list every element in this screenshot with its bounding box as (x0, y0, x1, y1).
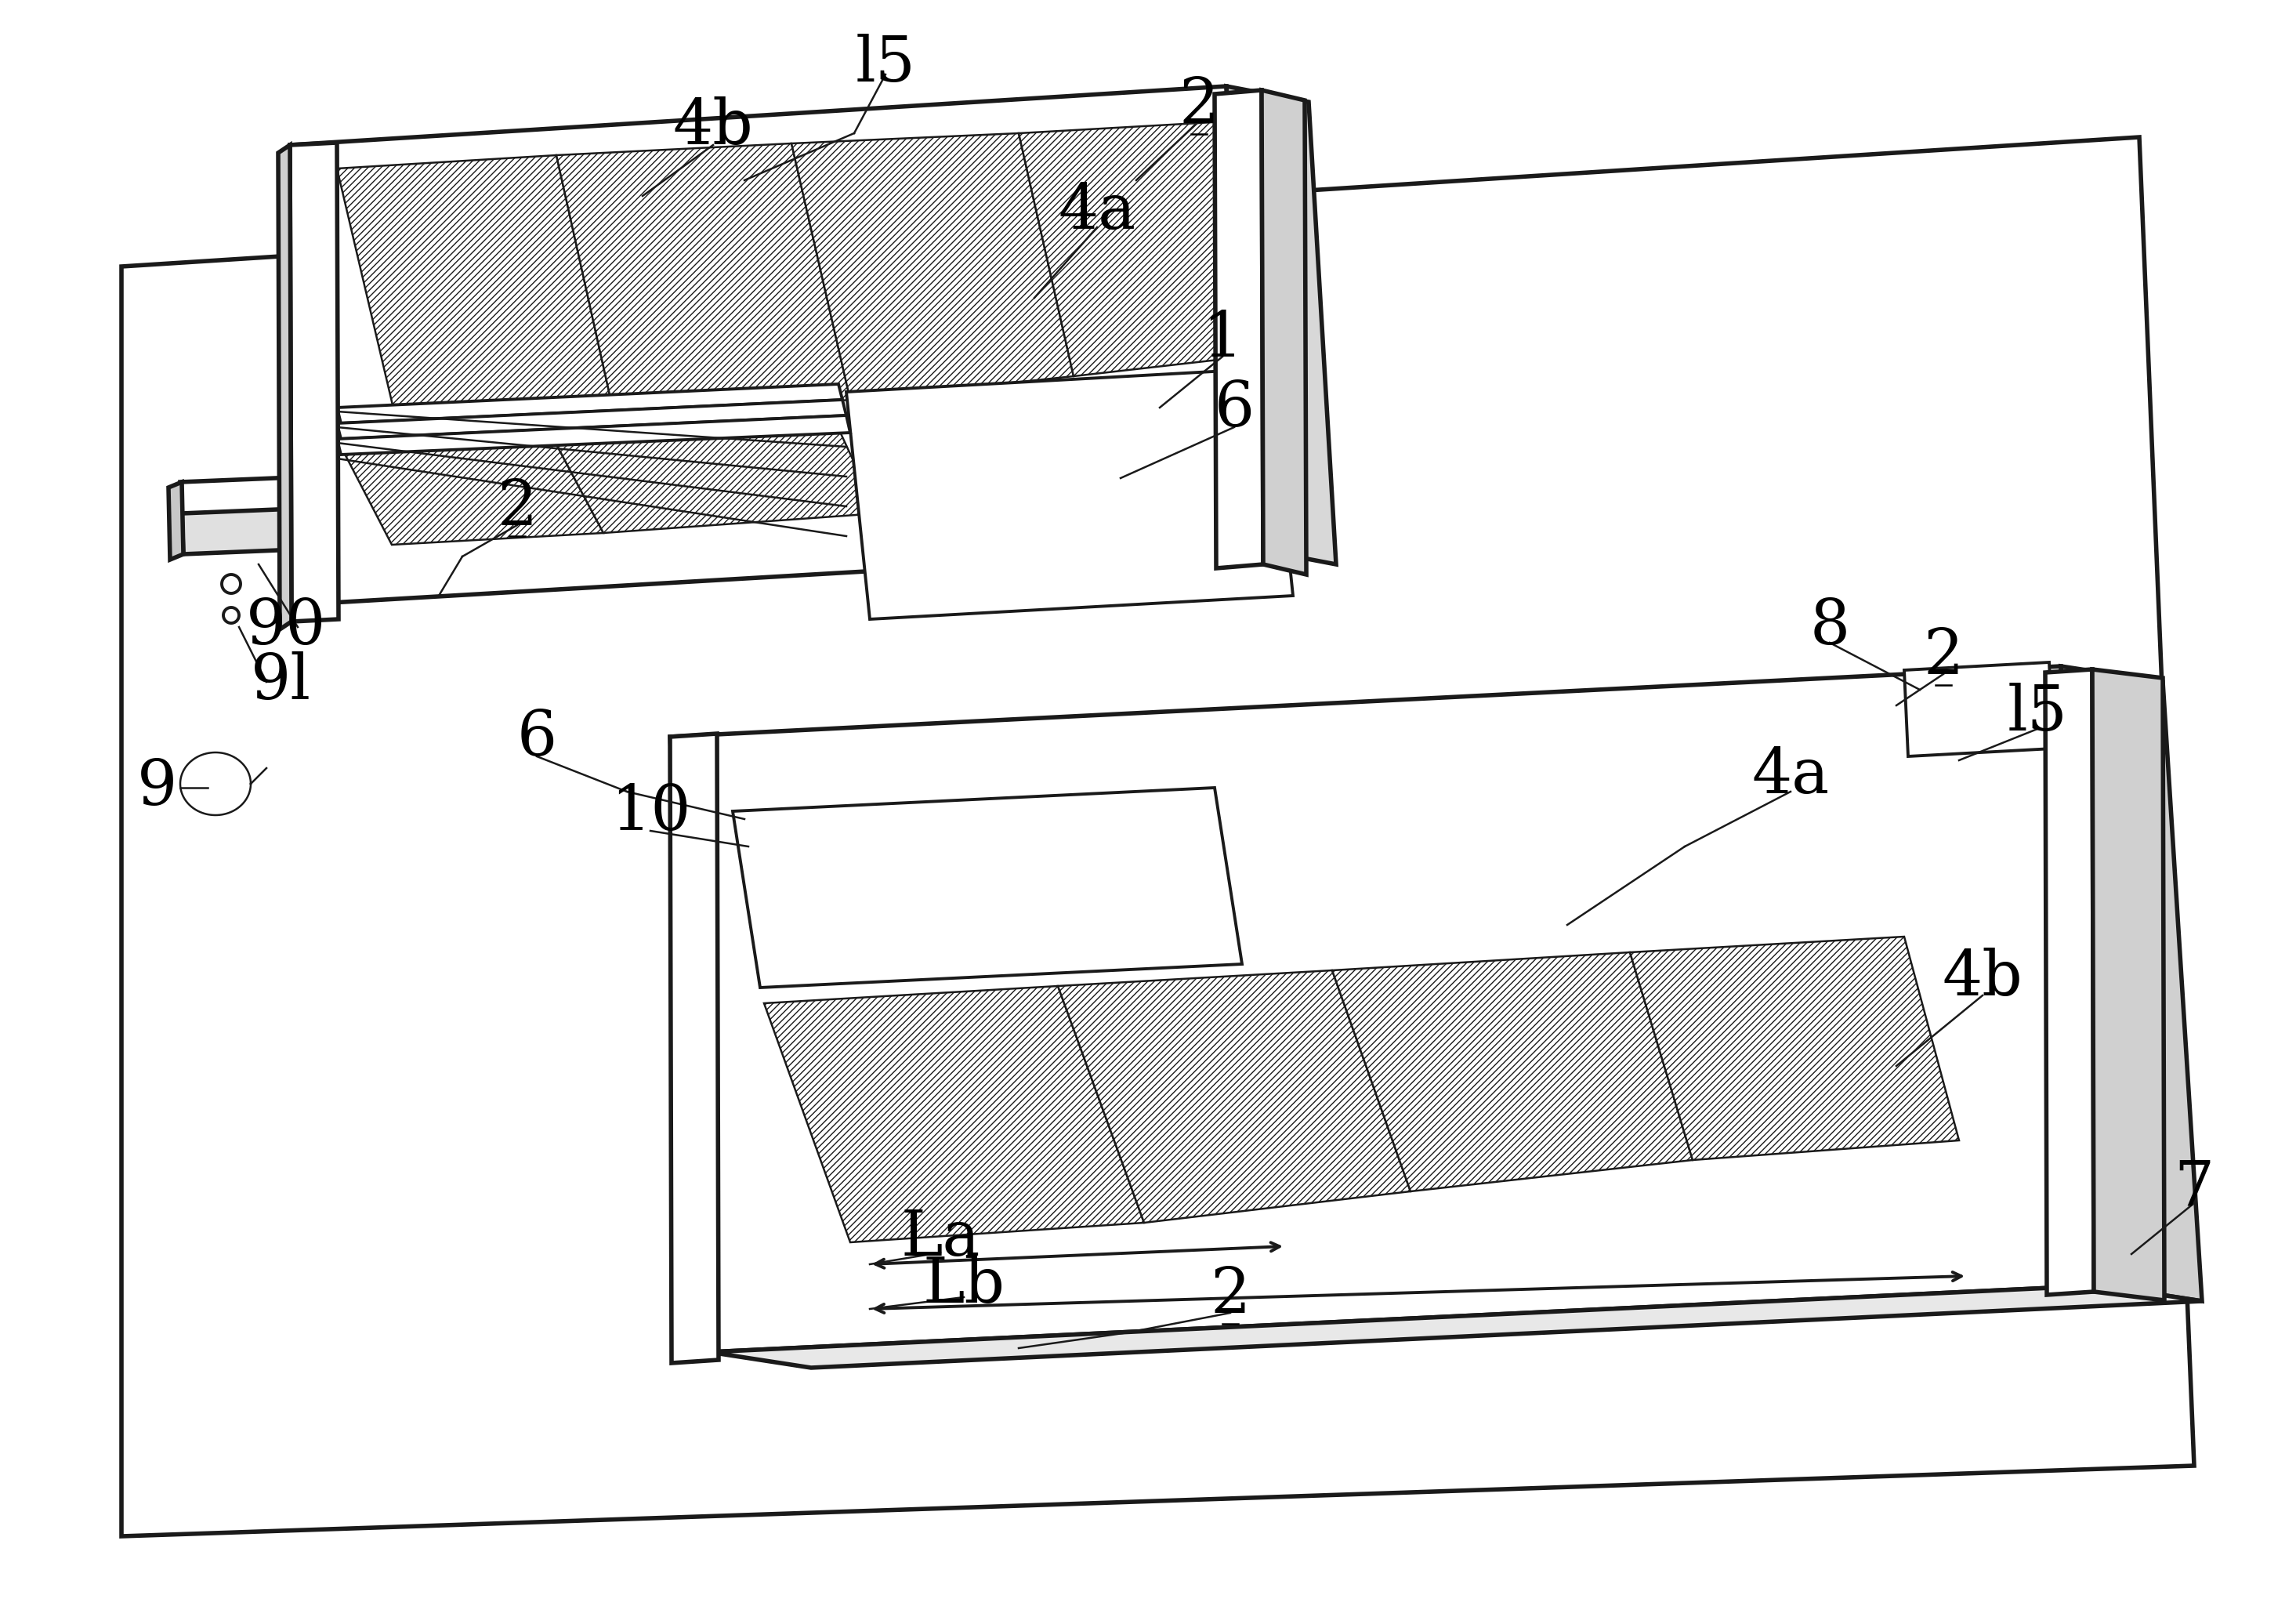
Polygon shape (338, 429, 604, 544)
Text: l5: l5 (856, 34, 916, 95)
Text: l5: l5 (2007, 683, 2069, 744)
Polygon shape (338, 156, 615, 435)
Polygon shape (2062, 666, 2202, 1301)
Polygon shape (765, 986, 1143, 1243)
Polygon shape (670, 666, 2101, 1352)
Polygon shape (1261, 432, 1297, 464)
Polygon shape (289, 87, 1254, 604)
Text: 2: 2 (1178, 75, 1219, 137)
Text: 2: 2 (1210, 1266, 1251, 1327)
Polygon shape (1261, 397, 1297, 429)
Text: 8: 8 (1809, 596, 1851, 657)
Polygon shape (1630, 936, 1958, 1160)
Polygon shape (168, 482, 184, 559)
Text: 90: 90 (246, 596, 326, 657)
Text: 2: 2 (1924, 626, 1963, 687)
Text: Lb: Lb (923, 1254, 1006, 1315)
Text: 6: 6 (1215, 379, 1254, 440)
Polygon shape (338, 384, 843, 424)
Polygon shape (1019, 122, 1247, 376)
Polygon shape (709, 1285, 2202, 1368)
Text: 2: 2 (498, 477, 537, 538)
Text: 4a: 4a (1752, 745, 1830, 806)
Polygon shape (278, 145, 292, 630)
Polygon shape (1215, 90, 1263, 569)
Text: 7: 7 (2174, 1156, 2213, 1217)
Polygon shape (2046, 670, 2094, 1294)
Polygon shape (549, 411, 877, 533)
Text: 4a: 4a (1058, 181, 1137, 243)
Polygon shape (1058, 970, 1410, 1222)
Polygon shape (2092, 670, 2165, 1301)
Text: 9: 9 (138, 756, 177, 819)
Polygon shape (556, 143, 850, 419)
Polygon shape (122, 137, 2195, 1537)
Polygon shape (847, 368, 1293, 620)
Text: 1: 1 (1203, 308, 1242, 369)
Text: La: La (900, 1208, 980, 1269)
Polygon shape (179, 477, 315, 519)
Polygon shape (338, 416, 850, 454)
Polygon shape (1261, 90, 1306, 575)
Polygon shape (181, 507, 317, 554)
Text: 4b: 4b (1942, 948, 2023, 1009)
Text: 10: 10 (611, 782, 691, 843)
Polygon shape (732, 787, 1242, 988)
Polygon shape (1332, 952, 1692, 1192)
Polygon shape (338, 400, 847, 438)
Text: 9l: 9l (250, 652, 310, 713)
Polygon shape (1903, 662, 2053, 756)
Polygon shape (289, 143, 338, 622)
Polygon shape (670, 734, 719, 1363)
Polygon shape (1226, 87, 1336, 564)
Polygon shape (792, 133, 1075, 400)
Text: 6: 6 (517, 708, 558, 769)
Text: 4b: 4b (673, 96, 753, 157)
